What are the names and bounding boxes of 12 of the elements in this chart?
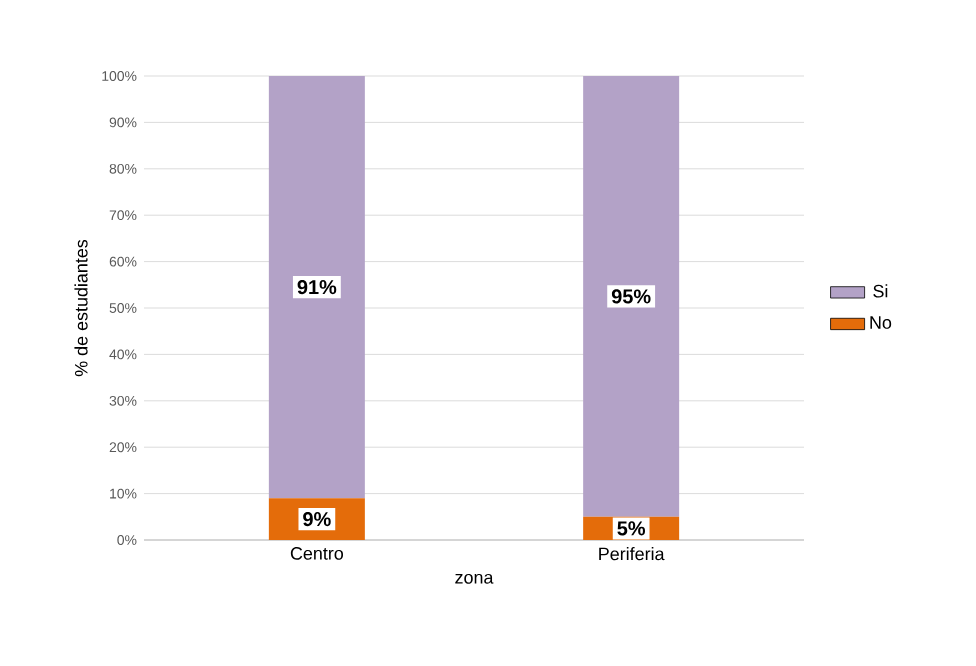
x-tick-label: Centro	[290, 547, 344, 560]
data-label: 9%	[303, 512, 331, 527]
x-tick-label: Periferia	[599, 547, 665, 561]
data-label: 95%	[611, 289, 651, 304]
legend-label: No	[870, 316, 892, 329]
x-axis-title: zona	[455, 573, 494, 584]
legend-label: Si	[873, 284, 888, 298]
data-label: 91%	[297, 280, 337, 295]
bar	[268, 76, 365, 499]
bar	[583, 76, 680, 517]
data-label: 5%	[617, 521, 646, 536]
y-axis-title: % de estudiantes	[74, 239, 88, 377]
